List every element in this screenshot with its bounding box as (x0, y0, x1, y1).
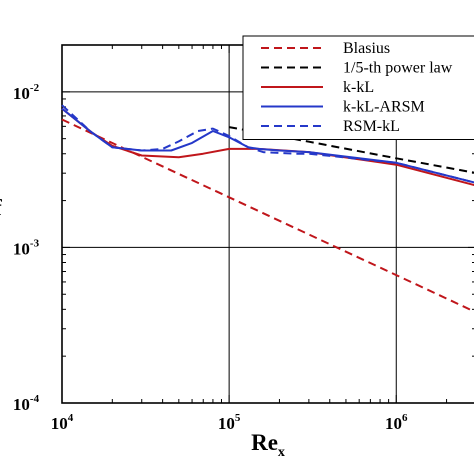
x-axis-title-subscript: x (278, 445, 285, 460)
x-tick-label-base: 10 (51, 414, 68, 433)
y-tick-label-exponent: -4 (30, 393, 40, 405)
x-tick-label-exponent: 5 (235, 412, 241, 424)
x-tick-label-exponent: 4 (68, 412, 74, 424)
y-tick-label: 10-2 (13, 82, 40, 103)
legend-label-1-5-th-power-law: 1/5-th power law (343, 60, 453, 77)
x-axis-title: Rex (251, 430, 285, 460)
legend-label-k-kl: k-kL (343, 79, 374, 96)
legend-label-rsm-kl: RSM-kL (343, 118, 400, 135)
y-tick-label-base: 10 (13, 84, 30, 103)
y-tick-label-base: 10 (13, 239, 30, 258)
y-tick-label-base: 10 (13, 395, 30, 414)
y-tick-label-exponent: -2 (30, 82, 40, 94)
legend-label-k-kl-arsm: k-kL-ARSM (343, 99, 425, 116)
x-tick-label-base: 10 (218, 414, 235, 433)
y-tick-label: 10-4 (13, 393, 40, 414)
y-tick-label: 10-3 (13, 237, 40, 258)
x-tick-label: 105 (218, 412, 241, 433)
series-line-rsm-kl (61, 104, 474, 184)
x-axis-title-main: Re (251, 430, 278, 455)
legend-label-blasius: Blasius (343, 40, 390, 57)
y-tick-labels: 10-210-310-4 (13, 82, 40, 414)
y-axis-title: f (0, 195, 2, 220)
series-line-blasius (61, 118, 474, 313)
x-tick-label: 104 (51, 412, 74, 433)
x-tick-label-exponent: 6 (402, 412, 408, 424)
legend: Blasius 1/5-th power law k-kL k-kL-ARSM RSM-… (242, 35, 474, 140)
x-tick-label: 106 (385, 412, 408, 433)
x-tick-label-base: 10 (385, 414, 402, 433)
y-tick-label-exponent: -3 (30, 237, 40, 249)
